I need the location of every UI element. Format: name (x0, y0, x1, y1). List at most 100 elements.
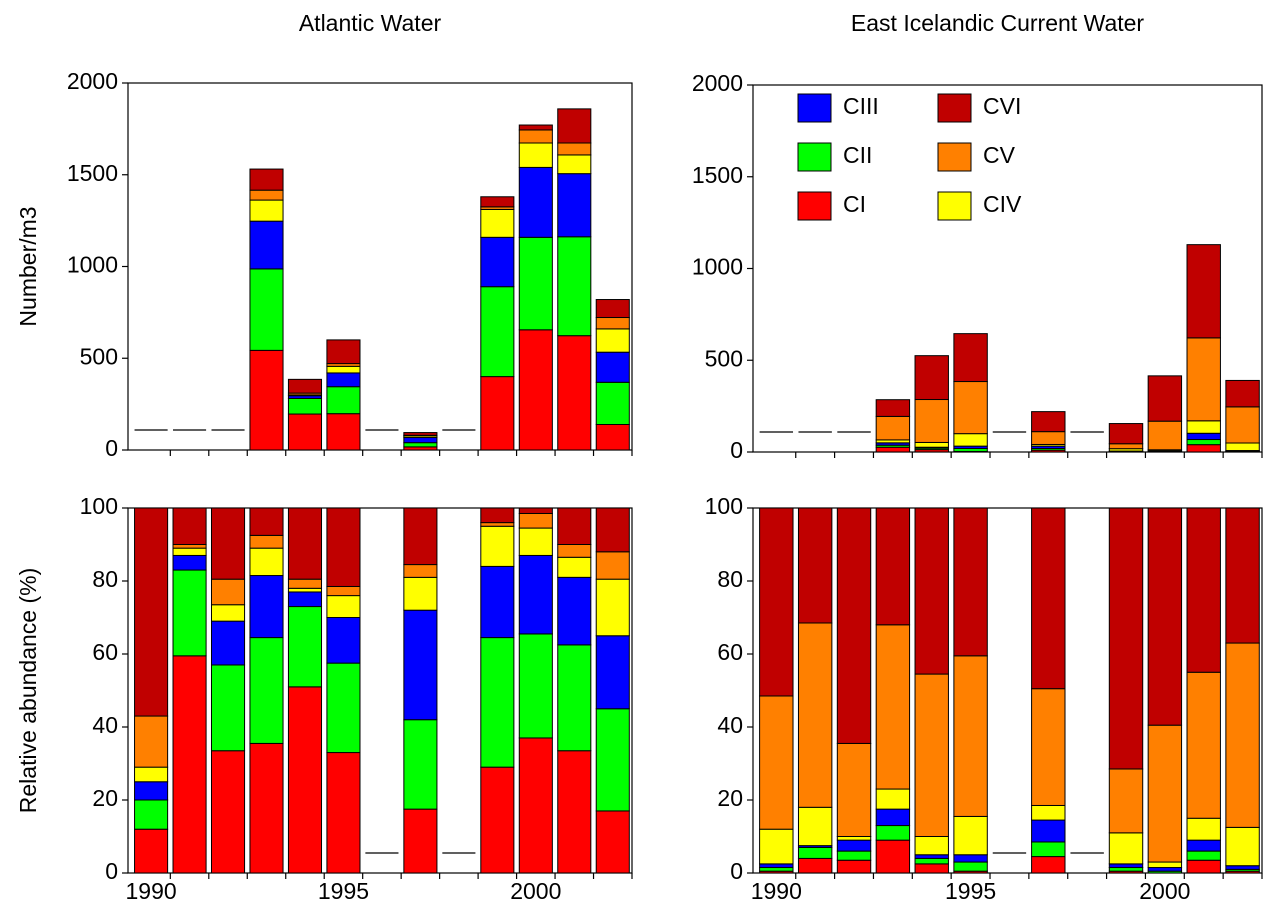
x-tick-label: 2000 (510, 878, 561, 904)
bar-segment (1108, 832, 1144, 865)
bar-segment (836, 859, 872, 874)
bar-segment (595, 578, 630, 637)
bar-segment (326, 386, 361, 415)
bar-segment (210, 750, 246, 874)
bar-segment (875, 446, 911, 453)
bar-segment (875, 507, 911, 626)
bar-segment (953, 861, 988, 872)
bar-segment (518, 633, 553, 739)
bar-segment (403, 609, 438, 721)
bar-segment (1147, 861, 1183, 869)
bar-segment (914, 836, 949, 856)
bar-segment (759, 867, 794, 872)
bar-segment (172, 569, 207, 657)
bar-segment (1108, 443, 1144, 450)
bar-segment (1225, 865, 1260, 870)
legend-label: CII (843, 142, 872, 168)
bar-segment (480, 208, 515, 238)
plot-frame (127, 507, 633, 874)
bar-segment (1031, 804, 1066, 821)
bar-segment (134, 507, 169, 717)
bar-segment (326, 617, 361, 664)
bar-segment (518, 737, 553, 874)
bar-segment (480, 236, 515, 288)
bar-segment (836, 850, 872, 861)
bar-segment (210, 620, 246, 666)
bar-segment (759, 507, 794, 697)
bar-segment (914, 854, 949, 859)
bar-segment (1108, 507, 1144, 770)
bar-segment (480, 522, 515, 527)
bar-segment (326, 372, 361, 388)
bar-segment (287, 413, 323, 451)
y-tick-label: 0 (730, 858, 743, 884)
bar-segment (836, 742, 872, 837)
bar-segment (518, 512, 553, 529)
legend-swatch (937, 142, 972, 172)
bar-segment (1031, 856, 1066, 874)
y-tick-label: 2000 (692, 70, 743, 96)
y-tick-label: 0 (730, 437, 743, 463)
bar-segment (172, 507, 207, 545)
bar-segment (557, 173, 592, 238)
x-tick-label: 1995 (318, 878, 369, 904)
bar-segment (518, 507, 553, 514)
bar-segment (595, 351, 630, 383)
bar-segment (557, 142, 592, 156)
bar-segment (557, 154, 592, 175)
bar-segment (1108, 867, 1144, 872)
y-tick-label: 20 (717, 785, 743, 811)
bar-segment (326, 339, 361, 365)
bar-segment (287, 378, 323, 394)
bar-segment (249, 507, 284, 536)
legend-label: CIV (983, 191, 1022, 217)
plot-frame (752, 507, 1263, 874)
bar-segment (1186, 817, 1221, 841)
bar-segment (1186, 859, 1221, 874)
y-tick-label: 0 (105, 858, 118, 884)
legend-label: CVI (983, 93, 1021, 119)
bar-segment (797, 507, 833, 624)
bar-segment (595, 507, 630, 553)
bar-segment (595, 299, 630, 319)
legend-swatch (797, 142, 832, 172)
bar-segment (1147, 420, 1183, 451)
bar-segment (287, 686, 323, 874)
bar-segment (518, 142, 553, 168)
legend-label: CIII (843, 93, 879, 119)
bar-segment (134, 715, 169, 768)
bar-segment (836, 839, 872, 852)
bar-segment (134, 828, 169, 874)
bar-segment (953, 815, 988, 856)
legend-label: CI (843, 191, 866, 217)
bar-segment (1031, 411, 1066, 433)
bar-segment (797, 857, 833, 874)
bar-segment (759, 695, 794, 830)
bar-segment (480, 376, 515, 451)
bar-segment (1147, 867, 1183, 872)
bar-segment (134, 781, 169, 801)
bar-segment (287, 578, 323, 589)
bar-segment (914, 857, 949, 865)
bar-segment (875, 808, 911, 827)
bar-segment (287, 397, 323, 415)
bar-segment (1186, 850, 1221, 861)
bar-segment (914, 863, 949, 874)
y-tick-label: 2000 (67, 68, 118, 94)
bar-segment (518, 124, 553, 131)
bar-segment (875, 825, 911, 841)
bar-segment (1225, 379, 1260, 408)
bar-segment (595, 708, 630, 812)
bar-segment (953, 381, 988, 435)
bar-segment (326, 752, 361, 874)
bar-segment (914, 399, 949, 443)
bar-segment (210, 578, 246, 606)
bar-segment (1108, 423, 1144, 445)
legend-swatch (797, 93, 832, 123)
bar-segment (518, 554, 553, 635)
bar-segment (953, 854, 988, 863)
bar-segment (1031, 819, 1066, 843)
bar-segment (797, 806, 833, 847)
bar-segment (914, 355, 949, 401)
